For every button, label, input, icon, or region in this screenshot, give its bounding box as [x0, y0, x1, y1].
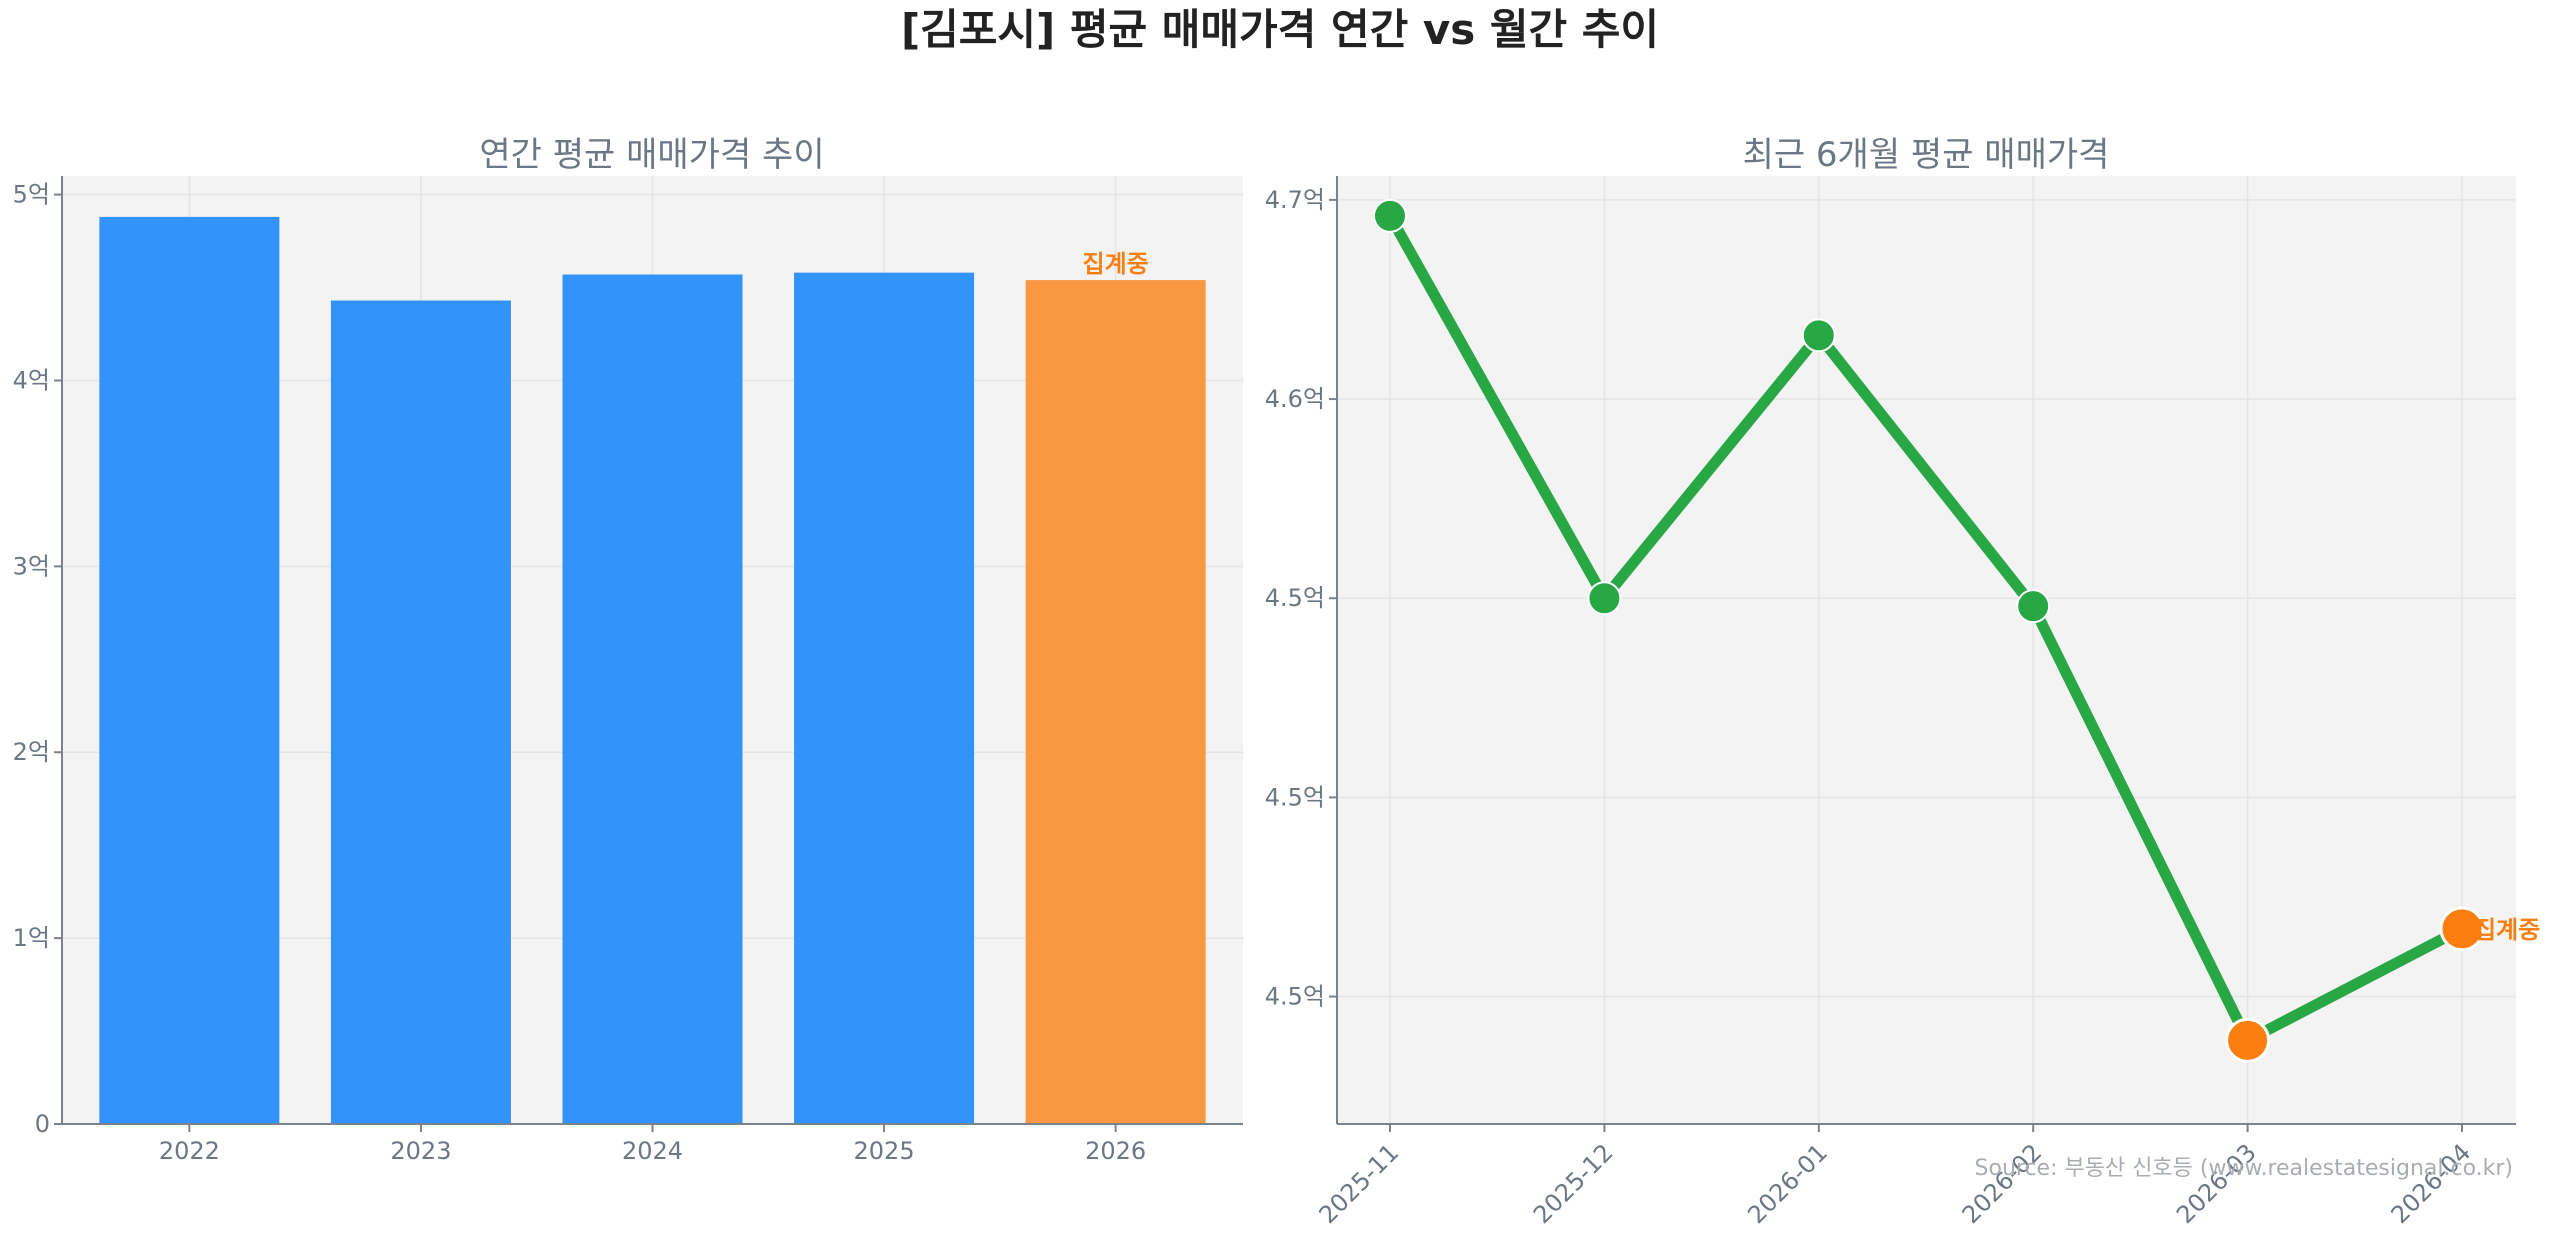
annual-bar-chart: 연간 평균 매매가격 추이 집계중 0 1억 2억 3억 4억 5억 2022 2023 202…	[13, 135, 1243, 1165]
data-point-2026-04	[2439, 906, 2485, 952]
bar-2026	[1025, 280, 1206, 1124]
data-point-2026-03	[2225, 1017, 2271, 1063]
monthly-line-chart: 최근 6개월 평균 매매가격 집계중 4.7억 4.6억 4.5억 4.5억 4.5억 2…	[1265, 135, 2541, 1229]
x-tick-label: 2026-03	[2171, 1138, 2262, 1229]
point-annotation: 집계중	[2474, 916, 2540, 944]
y-tick-label: 0	[35, 1110, 50, 1138]
y-tick-label: 4억	[13, 366, 50, 394]
bar-2025	[794, 272, 975, 1124]
series-line	[1385, 213, 2465, 1046]
x-tick-label: 2026-04	[2386, 1138, 2477, 1229]
x-tick-label: 2026-02	[1957, 1138, 2048, 1229]
y-tick-label: 4.7억	[1265, 186, 1325, 214]
bar-2024	[562, 274, 743, 1124]
y-tick-label: 4.5억	[1265, 584, 1325, 612]
x-tick-label: 2025-11	[1314, 1138, 1405, 1229]
source-note: Source: 부동산 신호등 (www.realestatesignal.co…	[1975, 1156, 2513, 1181]
y-tick-label: 4.6억	[1265, 385, 1325, 413]
y-tick-label: 4.5억	[1265, 783, 1325, 811]
data-point-2025-12	[1587, 581, 1622, 616]
x-tick-label: 2026-01	[1742, 1138, 1833, 1229]
y-tick-label: 4.5억	[1265, 983, 1325, 1011]
x-tick-label: 2023	[390, 1137, 451, 1165]
y-tick-label: 1억	[13, 924, 50, 952]
x-tick-label: 2025	[854, 1137, 915, 1165]
bar-2022	[99, 216, 280, 1125]
y-tick-label: 3억	[13, 552, 50, 580]
data-point-2026-01	[1801, 318, 1836, 353]
data-point-2025-11	[1373, 198, 1407, 233]
x-tick-label: 2025-12	[1528, 1138, 1619, 1229]
x-tick-label: 2022	[159, 1137, 220, 1165]
right-plot-area	[1337, 176, 2516, 1124]
y-tick-label: 5억	[13, 181, 50, 209]
bar-2023	[330, 300, 511, 1125]
x-tick-label: 2026	[1085, 1137, 1146, 1165]
data-point-2026-02	[2016, 589, 2051, 624]
figure-title: [김포시] 평균 매매가격 연간 vs 월간 추이	[901, 5, 1659, 54]
x-tick-label: 2024	[622, 1137, 683, 1165]
y-tick-label: 2억	[13, 738, 50, 766]
right-chart-title: 최근 6개월 평균 매매가격	[1743, 135, 2110, 175]
bar-annotation: 집계중	[1083, 250, 1149, 278]
left-chart-title: 연간 평균 매매가격 추이	[479, 135, 824, 175]
